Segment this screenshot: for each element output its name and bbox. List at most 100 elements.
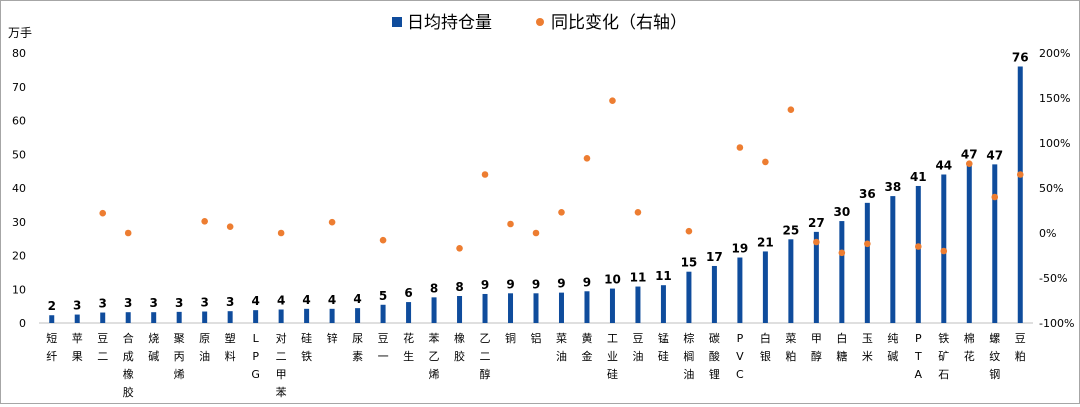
right-tick-label: -50% xyxy=(1039,272,1067,285)
bar-value-label: 3 xyxy=(99,297,107,311)
bar-value-label: 4 xyxy=(277,294,285,308)
yoy-dot xyxy=(965,160,973,167)
right-tick-label: 150% xyxy=(1039,92,1070,105)
category-label: 甲醇 xyxy=(811,332,822,363)
yoy-dot xyxy=(736,144,744,151)
yoy-dot xyxy=(838,249,846,257)
bar-value-label: 9 xyxy=(532,277,540,291)
yoy-dot xyxy=(762,158,769,166)
bar-value-label: 21 xyxy=(757,235,774,249)
bar-value-label: 9 xyxy=(557,277,565,291)
category-label: 硅铁 xyxy=(301,332,312,363)
legend-bar-swatch xyxy=(392,17,402,27)
bar xyxy=(533,293,539,323)
bar xyxy=(508,293,514,323)
bar xyxy=(762,251,768,323)
yoy-dot xyxy=(991,193,999,201)
bar xyxy=(635,286,641,323)
legend: 日均持仓量 同比变化（右轴） xyxy=(392,13,687,33)
bar-value-label: 4 xyxy=(328,293,336,307)
bar-value-label: 3 xyxy=(124,296,132,310)
right-axis: -100% -50% 0% 50% 100% 150% 200% xyxy=(1039,47,1074,330)
yoy-dot xyxy=(583,155,591,162)
bar-value-label: 6 xyxy=(404,286,412,300)
category-label: 白银 xyxy=(760,331,771,363)
bar-value-label: 25 xyxy=(783,223,800,237)
bar-value-label: 9 xyxy=(506,277,514,291)
bar xyxy=(711,265,717,323)
bar-value-label: 8 xyxy=(455,280,463,294)
bar xyxy=(660,285,666,323)
category-label: 菜粕 xyxy=(785,332,796,363)
left-tick-label: 80 xyxy=(12,47,26,60)
bar xyxy=(966,163,972,323)
category-label: 铁矿石 xyxy=(938,332,949,381)
bar xyxy=(686,271,692,323)
bar-value-label: 30 xyxy=(833,205,850,219)
yoy-dot xyxy=(456,245,463,252)
bar xyxy=(890,196,896,323)
left-tick-label: 40 xyxy=(12,182,26,195)
bar xyxy=(125,312,131,323)
left-tick-label: 60 xyxy=(12,115,26,128)
yoy-dot xyxy=(685,227,693,235)
yoy-dot xyxy=(124,229,132,237)
bar xyxy=(813,231,819,323)
bar xyxy=(558,292,564,323)
bar xyxy=(482,293,488,323)
bar-value-label: 5 xyxy=(379,289,387,303)
right-tick-label: 0% xyxy=(1039,227,1056,240)
bar-value-label: 19 xyxy=(732,242,749,256)
yoy-dot xyxy=(558,209,565,216)
category-label: 棉花 xyxy=(964,331,975,363)
bar xyxy=(864,202,870,323)
category-label: 原油 xyxy=(199,332,210,363)
category-label: 豆油 xyxy=(632,332,643,363)
category-label: 豆粕 xyxy=(1015,332,1026,363)
category-label: 乙二醇 xyxy=(480,332,491,381)
bar-value-label: 10 xyxy=(604,273,621,287)
right-tick-label: 50% xyxy=(1039,182,1063,195)
category-label: 豆二 xyxy=(97,332,108,363)
yoy-dot xyxy=(532,229,540,237)
category-label: 白糖 xyxy=(836,331,847,363)
bar xyxy=(49,315,55,323)
bar xyxy=(74,314,80,323)
bar xyxy=(202,311,208,323)
bar-value-label: 41 xyxy=(910,170,927,184)
bar xyxy=(278,309,284,323)
bar-value-label: 11 xyxy=(655,269,672,283)
legend-dot-swatch xyxy=(536,18,544,26)
legend-dot-label: 同比变化（右轴） xyxy=(551,13,687,33)
category-label: 铜 xyxy=(505,331,516,345)
bar xyxy=(304,308,310,323)
right-tick-label: -100% xyxy=(1039,317,1074,330)
bar-value-label: 9 xyxy=(481,278,489,292)
dots xyxy=(99,97,1024,257)
bar-value-label: 3 xyxy=(150,296,158,310)
yoy-dot xyxy=(277,229,285,237)
bar-value-label: 38 xyxy=(884,180,901,194)
bar xyxy=(329,308,335,323)
bar-value-label: 76 xyxy=(1012,51,1029,65)
category-label: 锰硅 xyxy=(658,331,669,363)
bar-value-label: 15 xyxy=(681,256,698,270)
left-tick-label: 50 xyxy=(12,148,26,161)
bar xyxy=(100,312,106,323)
bar-value-label: 3 xyxy=(73,299,81,313)
bar-value-label: 4 xyxy=(302,293,310,307)
category-label: 铝 xyxy=(531,331,542,345)
yoy-dot xyxy=(328,218,336,226)
yoy-dot xyxy=(609,97,616,104)
bar-value-label: 11 xyxy=(630,271,647,285)
bar xyxy=(609,288,615,323)
bar-value-label: 36 xyxy=(859,187,876,201)
category-label: 花生 xyxy=(403,332,414,363)
y-axis-unit-label: 万手 xyxy=(8,26,32,40)
category-label: 工业硅 xyxy=(607,332,618,381)
bar xyxy=(1017,66,1023,323)
